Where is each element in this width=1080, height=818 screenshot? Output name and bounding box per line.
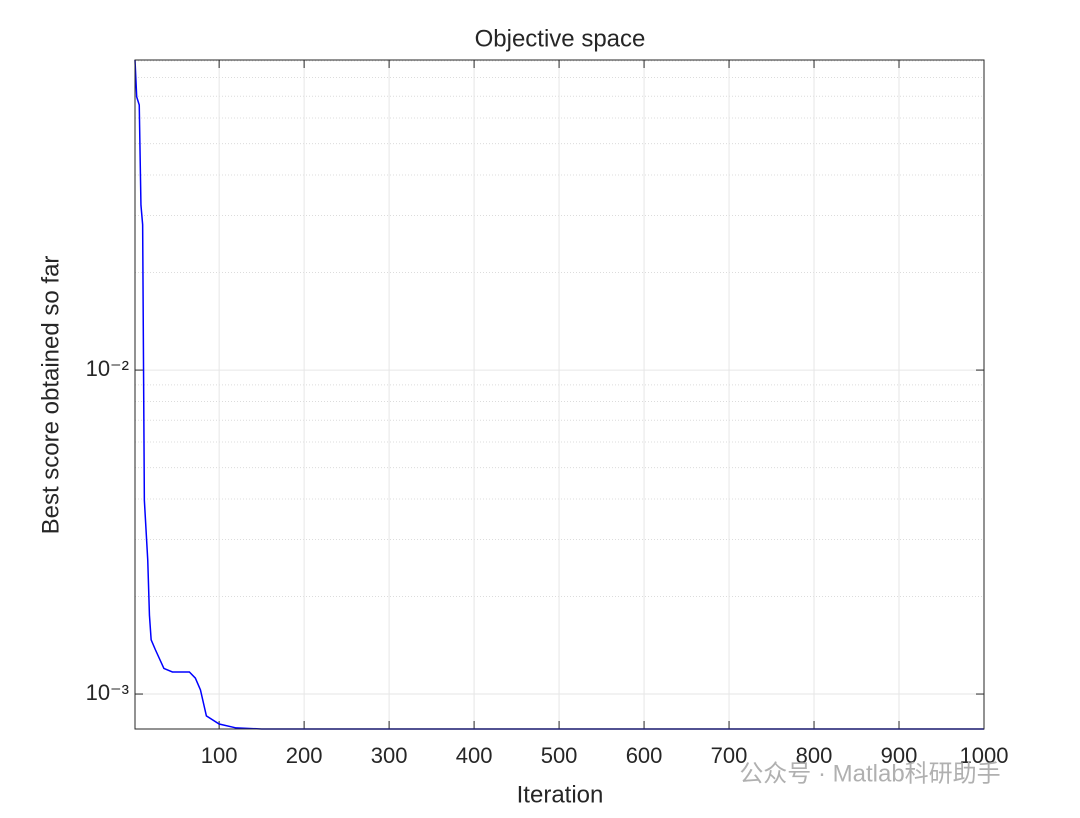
chart-title: Objective space [475,25,646,52]
x-tick-label: 300 [371,743,408,768]
x-tick-label: 400 [456,743,493,768]
y-tick-label: 10⁻² [86,356,129,381]
x-axis-label: Iteration [517,781,604,808]
x-tick-label: 600 [626,743,663,768]
plot-frame [134,59,985,730]
y-tick-label: 10⁻³ [86,680,129,705]
y-axis-label: Best score obtained so far [37,256,64,535]
x-tick-label: 1000 [960,743,1009,768]
x-tick-label: 200 [286,743,323,768]
x-tick-label: 800 [796,743,833,768]
x-tick-label: 700 [711,743,748,768]
x-tick-label: 500 [541,743,578,768]
series-line [134,59,984,730]
watermark: 公众号 · Matlab科研助手 [739,760,1000,787]
x-tick-label: 100 [201,743,238,768]
x-tick-label: 900 [881,743,918,768]
